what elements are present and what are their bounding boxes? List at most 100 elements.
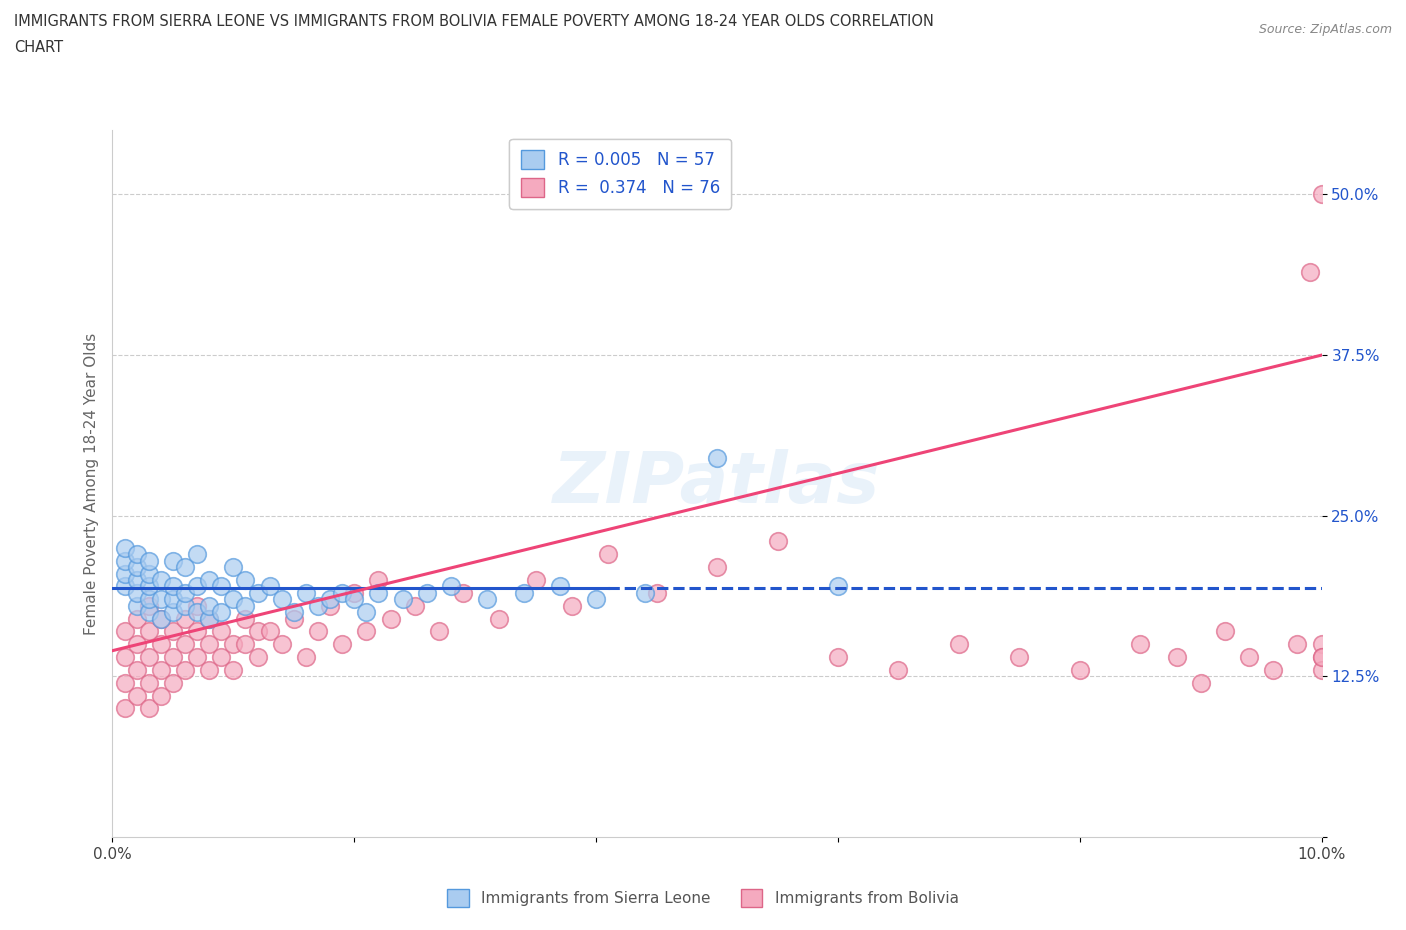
Point — [138, 701, 160, 716]
Point — [319, 591, 342, 606]
Point — [246, 650, 269, 665]
Point — [404, 598, 426, 613]
Point — [512, 585, 534, 600]
Point — [1298, 264, 1320, 279]
Point — [1008, 650, 1031, 665]
Point — [235, 598, 257, 613]
Text: ZIPatlas: ZIPatlas — [554, 449, 880, 518]
Point — [138, 579, 160, 594]
Text: Source: ZipAtlas.com: Source: ZipAtlas.com — [1258, 23, 1392, 36]
Point — [114, 566, 136, 581]
Point — [1310, 187, 1333, 202]
Point — [138, 566, 160, 581]
Point — [209, 650, 232, 665]
Point — [186, 604, 208, 619]
Point — [186, 547, 208, 562]
Point — [440, 579, 463, 594]
Point — [235, 611, 257, 626]
Point — [114, 540, 136, 555]
Point — [125, 573, 148, 588]
Point — [270, 591, 292, 606]
Point — [125, 611, 148, 626]
Point — [295, 650, 318, 665]
Point — [149, 662, 172, 677]
Point — [343, 591, 366, 606]
Point — [259, 624, 281, 639]
Point — [451, 585, 474, 600]
Point — [391, 591, 413, 606]
Point — [174, 598, 197, 613]
Point — [162, 579, 184, 594]
Point — [1166, 650, 1188, 665]
Point — [307, 598, 329, 613]
Point — [330, 585, 353, 600]
Legend: Immigrants from Sierra Leone, Immigrants from Bolivia: Immigrants from Sierra Leone, Immigrants… — [441, 884, 965, 913]
Point — [198, 573, 221, 588]
Point — [138, 591, 160, 606]
Point — [162, 591, 184, 606]
Point — [1263, 662, 1285, 677]
Point — [125, 662, 148, 677]
Point — [1237, 650, 1260, 665]
Point — [283, 611, 305, 626]
Point — [149, 611, 172, 626]
Point — [246, 624, 269, 639]
Point — [295, 585, 318, 600]
Point — [235, 637, 257, 652]
Point — [125, 637, 148, 652]
Point — [149, 611, 172, 626]
Point — [1310, 637, 1333, 652]
Point — [706, 560, 728, 575]
Point — [138, 675, 160, 690]
Point — [186, 579, 208, 594]
Point — [162, 624, 184, 639]
Point — [174, 560, 197, 575]
Point — [162, 553, 184, 568]
Point — [1213, 624, 1236, 639]
Point — [125, 598, 148, 613]
Point — [162, 650, 184, 665]
Point — [222, 637, 245, 652]
Point — [114, 553, 136, 568]
Point — [524, 573, 547, 588]
Point — [356, 604, 378, 619]
Point — [367, 573, 389, 588]
Point — [548, 579, 571, 594]
Point — [1286, 637, 1309, 652]
Point — [209, 579, 232, 594]
Y-axis label: Female Poverty Among 18-24 Year Olds: Female Poverty Among 18-24 Year Olds — [83, 333, 98, 635]
Point — [162, 675, 184, 690]
Point — [174, 662, 197, 677]
Point — [343, 585, 366, 600]
Point — [235, 573, 257, 588]
Point — [827, 650, 849, 665]
Point — [427, 624, 450, 639]
Point — [149, 688, 172, 703]
Point — [174, 637, 197, 652]
Point — [125, 560, 148, 575]
Point — [149, 591, 172, 606]
Point — [633, 585, 655, 600]
Point — [114, 650, 136, 665]
Point — [209, 604, 232, 619]
Point — [125, 688, 148, 703]
Point — [209, 624, 232, 639]
Point — [1310, 650, 1333, 665]
Point — [138, 624, 160, 639]
Point — [198, 611, 221, 626]
Point — [125, 547, 148, 562]
Point — [246, 585, 269, 600]
Point — [149, 637, 172, 652]
Point — [948, 637, 970, 652]
Point — [307, 624, 329, 639]
Point — [222, 662, 245, 677]
Point — [114, 579, 136, 594]
Point — [1129, 637, 1152, 652]
Point — [766, 534, 789, 549]
Point — [186, 598, 208, 613]
Text: CHART: CHART — [14, 40, 63, 55]
Point — [1310, 662, 1333, 677]
Point — [125, 585, 148, 600]
Point — [174, 585, 197, 600]
Point — [138, 553, 160, 568]
